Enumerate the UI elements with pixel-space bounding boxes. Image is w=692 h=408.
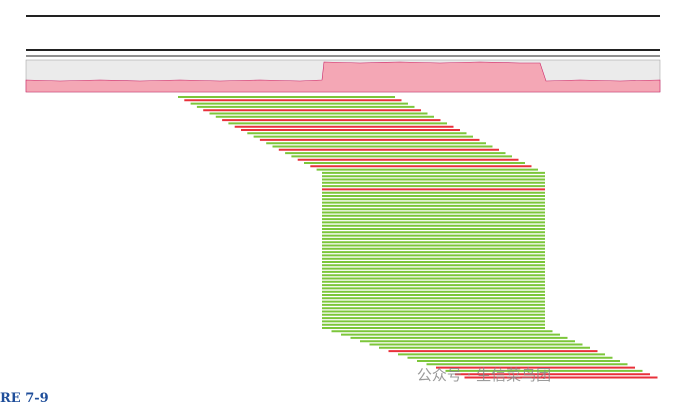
watermark: 公众号 · 生信菜鸟团	[417, 366, 551, 384]
figure-label: RE 7-9	[0, 391, 49, 406]
reads	[178, 96, 658, 379]
coverage-area	[25, 61, 661, 93]
